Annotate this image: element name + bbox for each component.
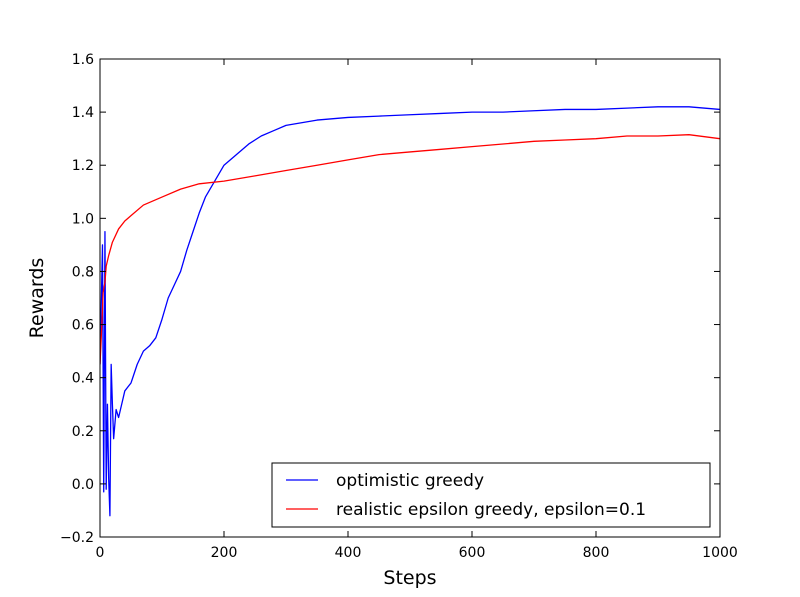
y-tick-label: −0.2 bbox=[60, 530, 94, 546]
legend-box bbox=[271, 462, 711, 528]
x-tick-label: 200 bbox=[211, 545, 238, 561]
plot-frame bbox=[99, 58, 721, 538]
series-line-1 bbox=[100, 134, 720, 365]
y-tick-label: 0.8 bbox=[72, 264, 94, 280]
x-tick-label: 400 bbox=[335, 545, 362, 561]
legend-label-realistic-epsilon-greedy: realistic epsilon greedy, epsilon=0.1 bbox=[336, 500, 646, 520]
y-tick-label: 0.4 bbox=[72, 371, 94, 387]
y-tick-label: 1.4 bbox=[72, 105, 94, 121]
x-tick-label: 600 bbox=[459, 545, 486, 561]
x-tick-label: 1000 bbox=[702, 545, 738, 561]
legend: optimistic greedy realistic epsilon gree… bbox=[271, 462, 711, 528]
y-tick-label: 0.0 bbox=[72, 477, 94, 493]
x-axis-title: Steps bbox=[383, 567, 436, 589]
y-tick-label: 0.2 bbox=[72, 424, 94, 440]
y-tick-label: 1.6 bbox=[72, 52, 94, 68]
x-tick-label: 0 bbox=[96, 545, 105, 561]
ticks: 0 200 400 600 800 1000 −0.2 0.0 0.2 0.4 0.6 0.8 1.0 1… bbox=[60, 52, 738, 561]
x-tick-label: 800 bbox=[583, 545, 610, 561]
y-tick-label: 1.0 bbox=[72, 211, 94, 227]
y-axis-title: Rewards bbox=[26, 258, 48, 339]
legend-label-optimistic-greedy: optimistic greedy bbox=[336, 471, 484, 491]
y-tick-label: 0.6 bbox=[72, 318, 94, 334]
series-layer bbox=[100, 106, 720, 517]
plot-area bbox=[100, 106, 720, 517]
series-line-0 bbox=[100, 106, 720, 517]
y-tick-label: 1.2 bbox=[72, 158, 94, 174]
